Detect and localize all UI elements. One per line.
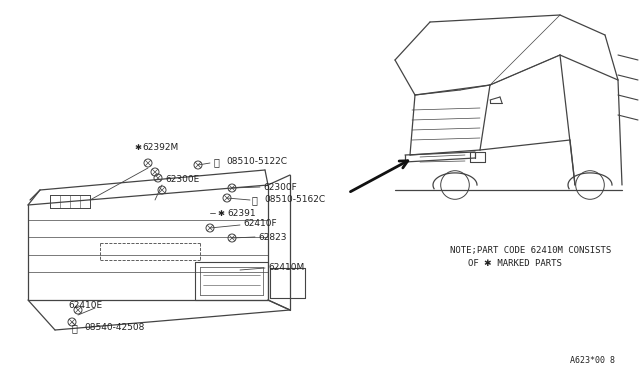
Text: 62410E: 62410E (68, 301, 102, 310)
Text: NOTE;PART CODE 62410M CONSISTS: NOTE;PART CODE 62410M CONSISTS (450, 246, 611, 254)
Text: A623*00 8: A623*00 8 (570, 356, 615, 365)
Text: Ⓢ: Ⓢ (214, 157, 220, 167)
Text: 62300F: 62300F (263, 183, 297, 192)
Text: 62410M: 62410M (268, 263, 304, 273)
Text: 62410F: 62410F (243, 219, 276, 228)
Text: OF: OF (468, 259, 484, 267)
Text: Ⓢ: Ⓢ (252, 195, 258, 205)
Text: 62392M: 62392M (142, 144, 179, 153)
Text: 08510-5162C: 08510-5162C (264, 196, 325, 205)
Text: ✱: ✱ (218, 208, 225, 218)
Text: 08510-5122C: 08510-5122C (226, 157, 287, 167)
Text: 62823: 62823 (258, 232, 287, 241)
Text: 08540-42508: 08540-42508 (84, 324, 145, 333)
Text: ✱: ✱ (483, 259, 490, 267)
Text: 62300E: 62300E (165, 176, 199, 185)
Text: Ⓢ: Ⓢ (72, 323, 78, 333)
Text: ✱: ✱ (134, 144, 141, 153)
Text: MARKED PARTS: MARKED PARTS (492, 259, 562, 267)
Text: 62391: 62391 (227, 208, 255, 218)
